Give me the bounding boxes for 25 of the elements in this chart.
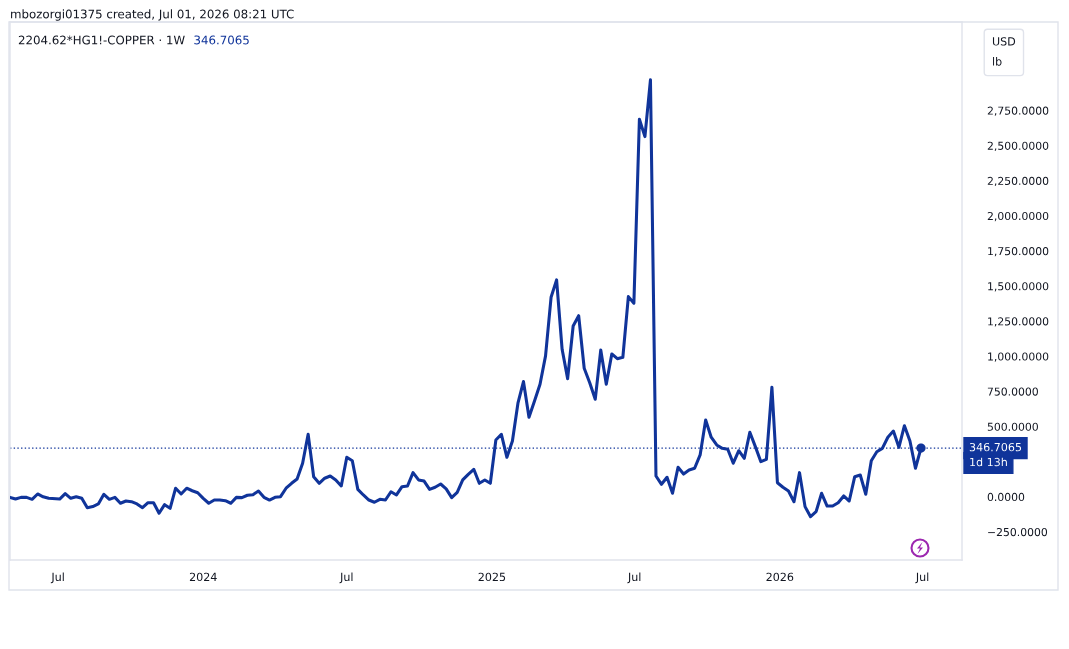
y-tick-label: 500.0000	[987, 422, 1038, 431]
x-tick-label: Jul	[627, 572, 641, 584]
text: mbozorgi01375 created, Jul 01, 2026 08:21 UTC	[11, 9, 294, 21]
y-tick-label: −250.0000	[988, 527, 1048, 537]
x-tick-label: Jul	[339, 572, 353, 584]
y-axis-title: USD lb	[992, 37, 1016, 66]
y-tick-label: 2,000.0000	[987, 211, 1049, 222]
y-tick-label: 1,000.0000	[988, 352, 1049, 362]
y-tick-label: 1,750.0000	[988, 247, 1049, 257]
y-tick-label: 1,500.0000	[988, 282, 1049, 292]
x-tick-label: 2026	[766, 572, 794, 582]
ref-line-label: 346.7065	[969, 442, 1022, 452]
x-tick-label: 2024	[189, 572, 217, 582]
x-tick-label: 2025	[478, 572, 506, 582]
x-tick-label: Jul	[915, 572, 929, 584]
y-tick-label: 2,750.0000	[987, 106, 1049, 116]
annotation: 346.7065	[194, 35, 249, 45]
y-tick-label: 1,250.0000	[988, 317, 1049, 327]
y-tick-label: 2,250.0000	[987, 176, 1049, 187]
y-tick-label: 750.0000	[987, 387, 1038, 396]
text: 2204.62*HG1!-COPPER · 1W	[18, 35, 185, 45]
y-tick-label: 0.0000	[987, 492, 1025, 502]
x-tick-label: Jul	[50, 572, 64, 584]
y-tick-label: 2,500.0000	[987, 141, 1049, 151]
text: 1d 13h	[970, 457, 1007, 467]
